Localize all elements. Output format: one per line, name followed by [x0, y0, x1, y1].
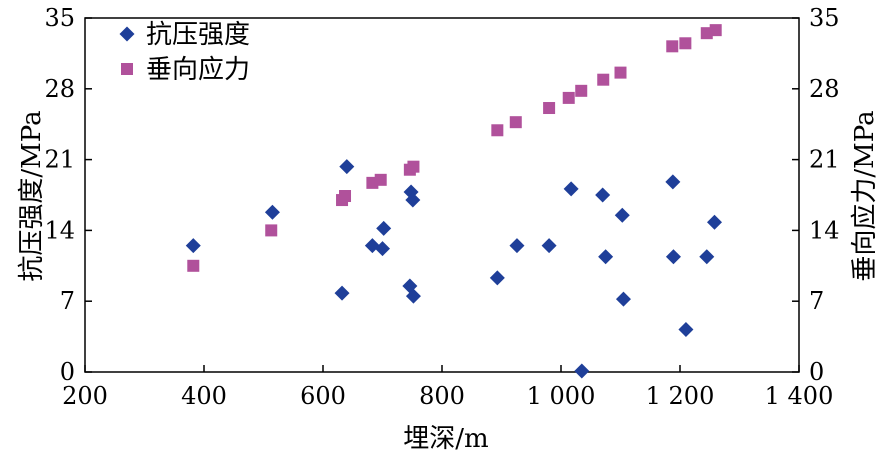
- y-left-tick-label: 14: [44, 216, 75, 244]
- square-point: [597, 73, 610, 86]
- square-point: [614, 66, 627, 79]
- x-tick-label: 800: [419, 382, 465, 410]
- y-left-tick-label: 21: [44, 146, 75, 174]
- x-tick-label: 1 200: [646, 382, 715, 410]
- square-point: [679, 37, 692, 50]
- diamond-point: [509, 238, 525, 254]
- diamond-point: [405, 192, 421, 208]
- y-left-axis-title: 抗压强度/MPa: [17, 110, 47, 281]
- legend-diamond-icon: [119, 26, 135, 42]
- square-point: [407, 160, 420, 173]
- diamond-point: [185, 238, 201, 254]
- diamond-point: [598, 249, 614, 265]
- legend-label: 垂向应力: [146, 55, 250, 85]
- square-point: [265, 224, 278, 237]
- diamond-point: [595, 187, 611, 203]
- diamond-point: [405, 288, 421, 304]
- square-point: [509, 116, 522, 129]
- y-right-tick-label: 21: [809, 146, 840, 174]
- series-compressive-strength: [185, 159, 723, 379]
- y-left-tick-label: 0: [60, 358, 75, 386]
- x-tick-label: 200: [62, 382, 108, 410]
- series-vertical-stress: [187, 24, 722, 272]
- y-left-tick-label: 28: [44, 75, 75, 103]
- y-right-tick-label: 7: [809, 287, 824, 315]
- square-point: [709, 24, 722, 37]
- square-point: [666, 40, 679, 53]
- x-axis-ticks: 200 400 600 800 1 000 1 200 1 400: [62, 365, 833, 410]
- diamond-point: [574, 363, 590, 379]
- square-point: [575, 84, 588, 97]
- square-point: [339, 190, 352, 203]
- diamond-point: [665, 174, 681, 190]
- square-point: [374, 173, 387, 186]
- diamond-point: [376, 220, 392, 236]
- y-right-tick-label: 28: [809, 75, 840, 103]
- diamond-point: [678, 322, 694, 338]
- square-point: [543, 102, 556, 115]
- x-axis-title: 埋深/m: [403, 424, 488, 454]
- y-right-axis-title: 垂向应力/MPa: [850, 110, 880, 281]
- legend-square-icon: [121, 63, 133, 75]
- diamond-point: [334, 285, 350, 301]
- x-tick-label: 1 000: [527, 382, 596, 410]
- y-right-tick-label: 14: [809, 216, 840, 244]
- square-point: [187, 259, 200, 272]
- y-right-axis-ticks: 0 7 14 21 28 35: [792, 4, 840, 386]
- x-tick-label: 600: [300, 382, 346, 410]
- x-tick-label: 1 400: [765, 382, 834, 410]
- y-left-tick-label: 7: [60, 287, 75, 315]
- diamond-point: [614, 207, 630, 223]
- square-point: [562, 91, 575, 104]
- diamond-point: [665, 249, 681, 265]
- diamond-point: [707, 214, 723, 230]
- diamond-point: [563, 181, 579, 197]
- data-points: [185, 24, 723, 379]
- diamond-point: [541, 238, 557, 254]
- diamond-point: [489, 270, 505, 286]
- diamond-point: [339, 159, 355, 175]
- square-point: [491, 124, 504, 137]
- x-tick-label: 400: [181, 382, 227, 410]
- y-right-tick-label: 35: [809, 4, 840, 32]
- diamond-point: [699, 249, 715, 265]
- y-left-axis-ticks: 0 7 14 21 28 35: [44, 4, 92, 386]
- diamond-point: [375, 241, 390, 257]
- legend-label: 抗压强度: [146, 20, 250, 50]
- y-right-tick-label: 0: [809, 358, 824, 386]
- diamond-point: [264, 204, 280, 220]
- y-left-tick-label: 35: [44, 4, 75, 32]
- diamond-point: [615, 291, 631, 307]
